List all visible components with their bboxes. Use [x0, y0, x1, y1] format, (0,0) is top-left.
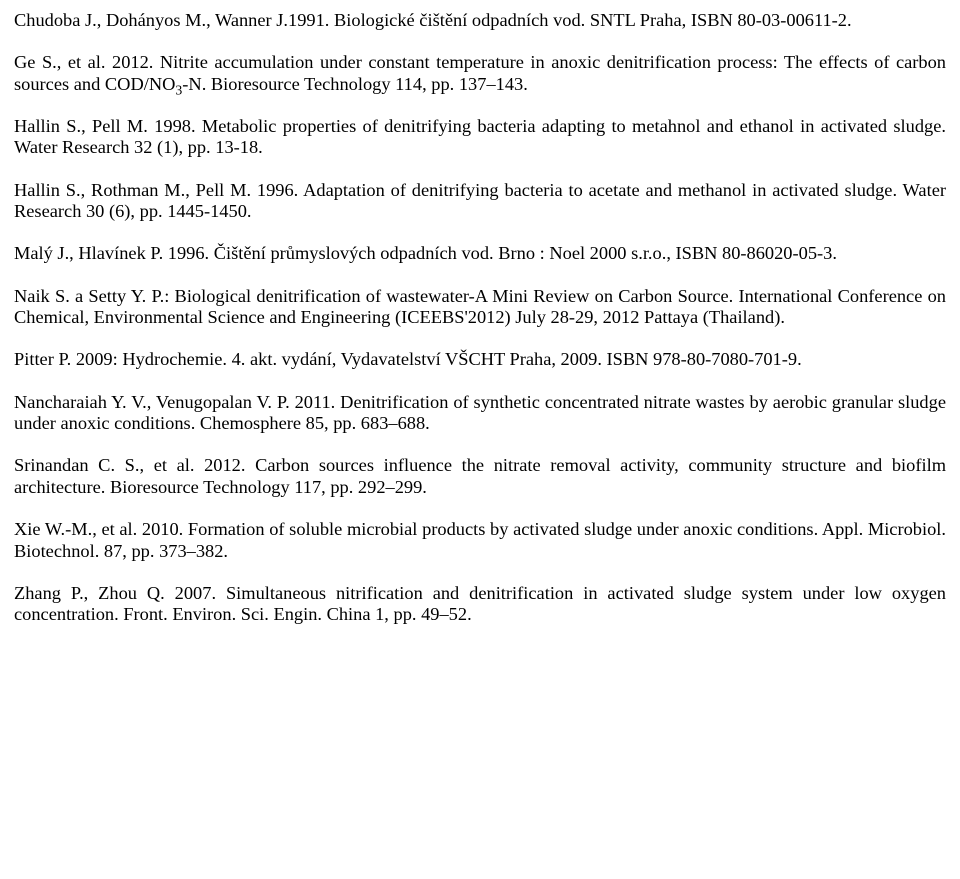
reference-item: Xie W.-M., et al. 2010. Formation of sol…	[14, 519, 946, 562]
reference-item: Zhang P., Zhou Q. 2007. Simultaneous nit…	[14, 583, 946, 626]
reference-item: Pitter P. 2009: Hydrochemie. 4. akt. vyd…	[14, 349, 946, 370]
reference-text-post: -N. Bioresource Technology 114, pp. 137–…	[182, 74, 528, 94]
reference-item: Naik S. a Setty Y. P.: Biological denitr…	[14, 286, 946, 329]
reference-item: Ge S., et al. 2012. Nitrite accumulation…	[14, 52, 946, 95]
reference-item: Chudoba J., Dohányos M., Wanner J.1991. …	[14, 10, 946, 31]
reference-item: Srinandan C. S., et al. 2012. Carbon sou…	[14, 455, 946, 498]
reference-item: Nancharaiah Y. V., Venugopalan V. P. 201…	[14, 392, 946, 435]
reference-item: Hallin S., Rothman M., Pell M. 1996. Ada…	[14, 180, 946, 223]
reference-item: Hallin S., Pell M. 1998. Metabolic prope…	[14, 116, 946, 159]
reference-item: Malý J., Hlavínek P. 1996. Čištění průmy…	[14, 243, 946, 264]
